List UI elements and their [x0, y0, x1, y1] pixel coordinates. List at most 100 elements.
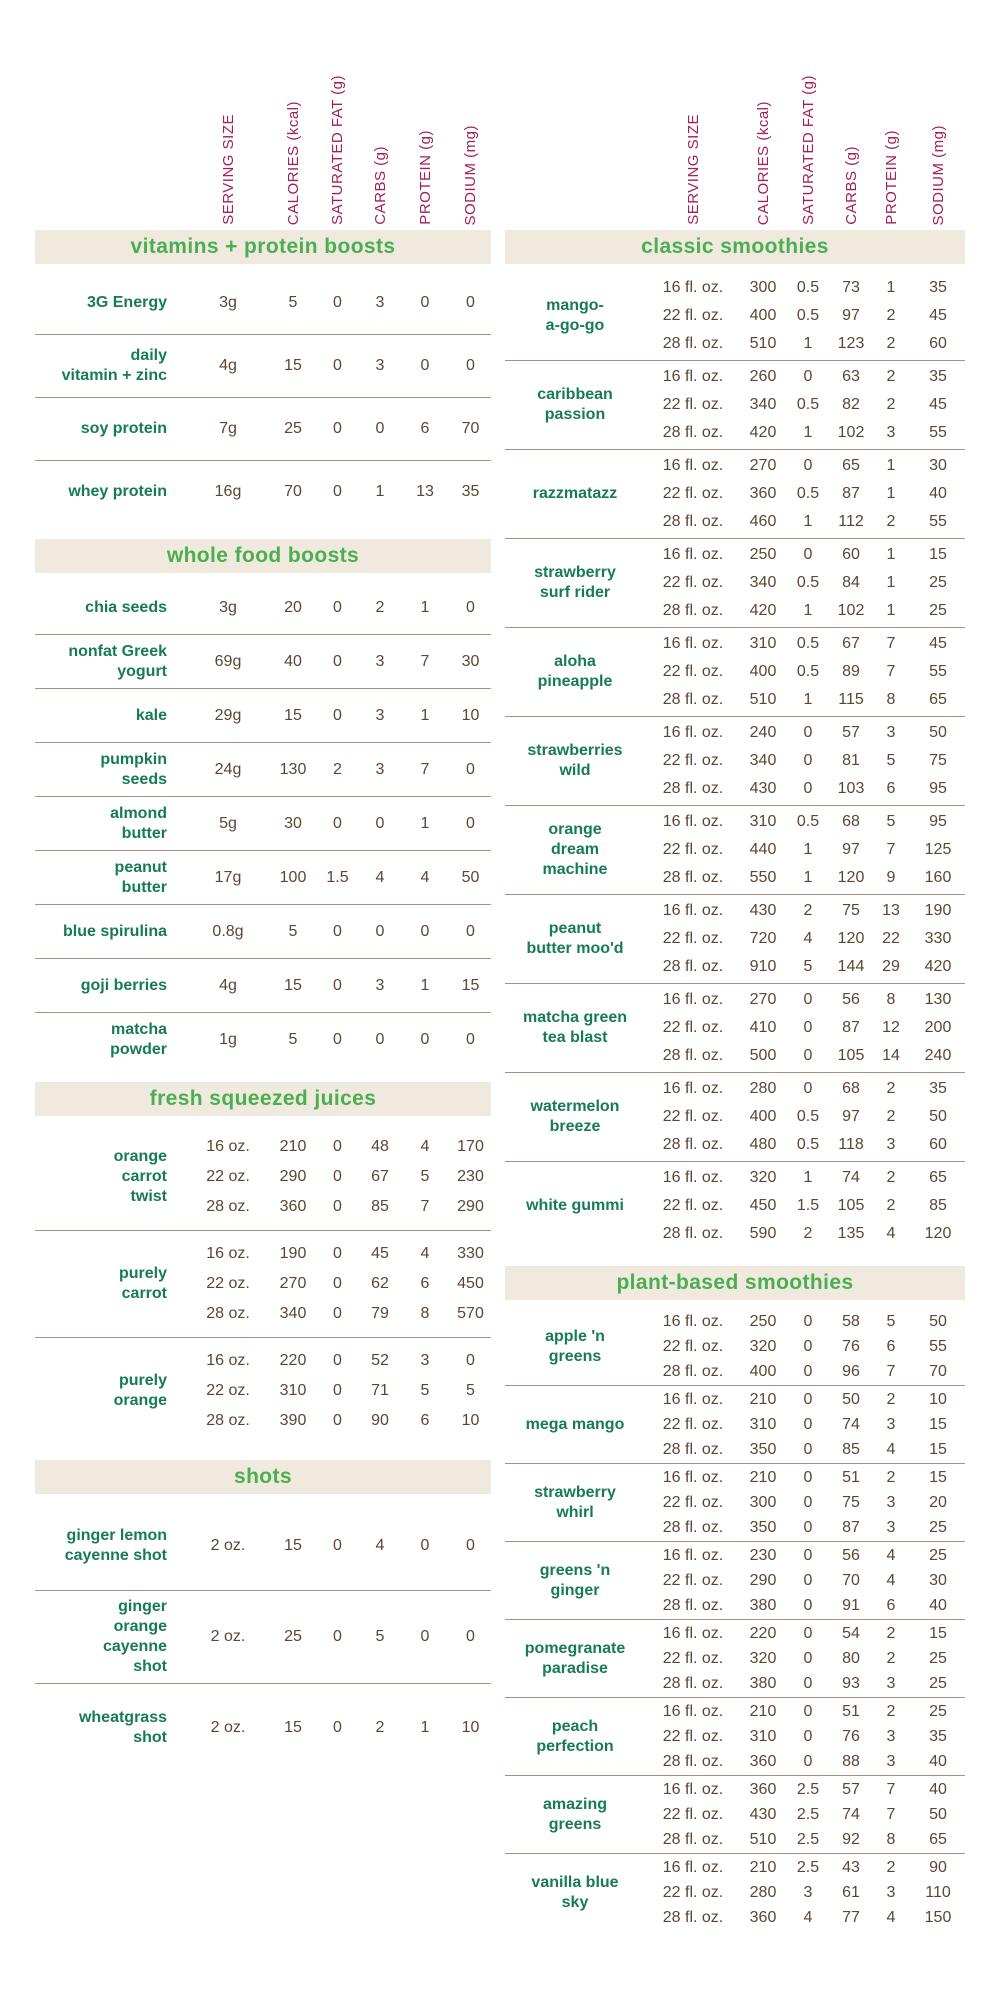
value-cell: 4: [375, 1537, 385, 1554]
value-cell: 1: [803, 513, 813, 530]
value-cell: 73: [842, 279, 860, 296]
value-cell: 3: [886, 1727, 896, 1745]
item-values: 16 oz. 210 0 48 4 170 22 oz. 290 0 67 5 230 28 oz. 36…: [185, 1132, 491, 1222]
item-row: peach perfection 16 fl. oz. 210 0 51 2 25 22 fl…: [505, 1697, 965, 1775]
serving-size-cell: 16 fl. oz.: [662, 1858, 724, 1876]
value-cell: 40: [284, 652, 302, 670]
item-row: amazing greens 16 fl. oz. 360 2.5 57 7 40 22 fl…: [505, 1775, 965, 1853]
value-cell: 6: [886, 780, 896, 797]
value-cell: 0: [803, 1468, 813, 1486]
item-row: pumpkin seeds 24g 130 2 3 7 0: [35, 742, 491, 796]
value-cell: 4: [886, 1546, 896, 1564]
value-cell: 0: [803, 752, 813, 769]
value-cell: 7: [420, 1198, 430, 1215]
value-cell: 0: [333, 420, 342, 437]
value-row: 28 fl. oz. 360 4 77 4 150: [645, 1905, 965, 1930]
value-cell: 51: [842, 1702, 860, 1720]
value-cell: 480: [749, 1136, 777, 1153]
value-cell: 4: [420, 868, 430, 886]
value-cell: 330: [924, 930, 952, 947]
value-cell: 0: [375, 922, 385, 940]
serving-size-cell: 16 fl. oz.: [662, 813, 724, 830]
item-label: vanilla blue sky: [531, 1873, 619, 1911]
value-cell: 1: [803, 424, 813, 441]
value-row: 28 fl. oz. 550 1 120 9 160: [645, 864, 965, 892]
value-cell: 350: [749, 1440, 777, 1458]
value-row: 17g 100 1.5 4 4 50: [185, 869, 491, 887]
item-row: orange dream machine 16 fl. oz. 310 0.5 68 5 9…: [505, 805, 965, 894]
value-cell: 2: [886, 1197, 896, 1214]
serving-size-cell: 22 fl. oz.: [662, 841, 724, 858]
serving-size-cell: 22 fl. oz.: [662, 663, 724, 680]
item-label: blue spirulina: [62, 922, 167, 940]
serving-size-cell: 28 fl. oz.: [662, 1908, 724, 1926]
value-cell: 4: [886, 1908, 896, 1926]
column-header: CARBS (g): [842, 146, 860, 225]
value-cell: 0: [803, 1080, 813, 1097]
value-cell: 1: [420, 706, 430, 724]
value-cell: 310: [749, 813, 777, 830]
nutrition-table-right: SERVING SIZE CALORIES (kcal) SATURATED FAT…: [505, 36, 965, 1931]
item-label: orange dream machine: [542, 821, 608, 878]
value-row: 28 fl. oz. 500 0 105 14 240: [645, 1042, 965, 1070]
value-cell: 7: [420, 760, 430, 778]
serving-size-cell: 16 fl. oz.: [662, 724, 724, 741]
value-cell: 4: [886, 1440, 896, 1458]
value-cell: 120: [837, 869, 865, 886]
column-header: CARBS (g): [371, 146, 389, 225]
value-cell: 70: [461, 420, 480, 437]
value-row: 16 fl. oz. 250 0 60 1 15: [645, 541, 965, 569]
value-cell: 3: [886, 1518, 896, 1536]
value-cell: 0.5: [796, 485, 820, 502]
column-header-cell: CALORIES (kcal): [271, 36, 315, 230]
value-row: 22 fl. oz. 400 0.5 97 2 45: [645, 302, 965, 330]
value-cell: 400: [749, 663, 777, 680]
item-label: whey protein: [68, 483, 167, 500]
value-row: 28 fl. oz. 420 1 102 3 55: [645, 419, 965, 447]
value-cell: 160: [924, 869, 952, 886]
value-row: 16 fl. oz. 300 0.5 73 1 35: [645, 274, 965, 302]
item-label: almond butter: [110, 804, 167, 842]
serving-size-cell: 16 oz.: [206, 1138, 250, 1155]
value-cell: 0: [420, 1537, 430, 1554]
item-row: orange carrot twist 16 oz. 210 0 48 4 170 22 oz…: [35, 1124, 491, 1230]
value-cell: 340: [749, 574, 777, 591]
value-cell: 25: [929, 1702, 947, 1720]
value-cell: 65: [842, 457, 860, 474]
value-cell: 92: [842, 1830, 860, 1848]
value-cell: 2: [886, 1858, 896, 1876]
value-cell: 5: [375, 1628, 385, 1645]
header-spacer: [505, 36, 645, 230]
value-cell: 0: [420, 922, 430, 940]
column-header-cell: CARBS (g): [360, 36, 400, 230]
value-cell: 190: [279, 1245, 307, 1262]
value-cell: 0: [466, 294, 475, 311]
item-values: 16 fl. oz. 210 0 50 2 10 22 fl. oz. 310 0 74 3 15 28…: [645, 1387, 965, 1462]
value-row: 16 fl. oz. 320 1 74 2 65: [645, 1164, 965, 1192]
value-row: 16 fl. oz. 430 2 75 13 190: [645, 897, 965, 925]
item-row: goji berries 4g 15 0 3 1 15: [35, 958, 491, 1012]
item-row: aloha pineapple 16 fl. oz. 310 0.5 67 7 45 22 f…: [505, 627, 965, 716]
value-cell: 220: [749, 1624, 777, 1642]
value-cell: 250: [749, 1312, 777, 1330]
value-cell: 20: [284, 598, 302, 616]
item-label: strawberries wild: [527, 742, 623, 779]
value-row: 16 fl. oz. 210 0 50 2 10: [645, 1387, 965, 1412]
item-row: strawberry whirl 16 fl. oz. 210 0 51 2 15 22 fl…: [505, 1463, 965, 1541]
section-header: fresh squeezed juices: [35, 1082, 491, 1116]
item-values: 5g 30 0 0 1 0: [185, 815, 491, 833]
item-values: 16 fl. oz. 250 0 58 5 50 22 fl. oz. 320 0 76 6 55 28…: [645, 1309, 965, 1384]
section-header: classic smoothies: [505, 230, 965, 264]
value-cell: 43: [842, 1858, 860, 1876]
column-header-cell: SATURATED FAT (g): [315, 36, 360, 230]
value-cell: 0: [333, 1305, 342, 1322]
value-cell: 2: [803, 902, 813, 919]
serving-size-cell: 22 fl. oz.: [662, 574, 724, 591]
item-label: white gummi: [526, 1197, 624, 1214]
serving-size-cell: 1g: [219, 1030, 237, 1048]
value-cell: 0: [333, 1628, 342, 1645]
item-values: 16g 70 0 1 13 35: [185, 483, 491, 501]
value-row: 16 fl. oz. 270 0 65 1 30: [645, 452, 965, 480]
value-cell: 1: [886, 279, 896, 296]
value-cell: 6: [420, 420, 430, 437]
